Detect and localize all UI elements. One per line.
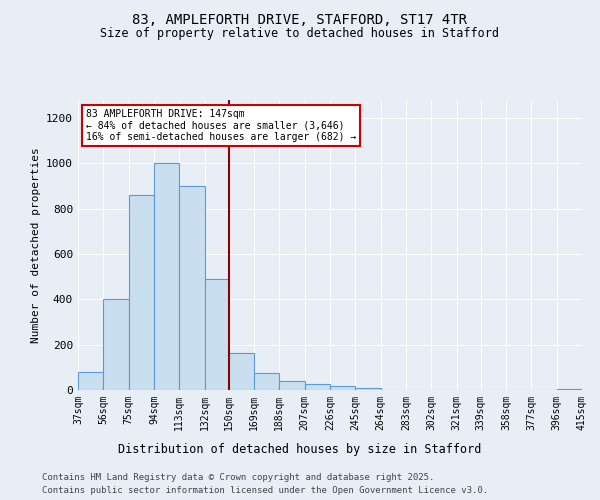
Bar [280,382,305,390]
Text: 83, AMPLEFORTH DRIVE, STAFFORD, ST17 4TR: 83, AMPLEFORTH DRIVE, STAFFORD, ST17 4TR [133,12,467,26]
Bar [205,279,229,390]
Bar [78,372,103,390]
Bar [229,352,254,390]
Bar [305,384,330,390]
Bar [103,300,128,390]
Bar [179,186,205,390]
Text: Contains public sector information licensed under the Open Government Licence v3: Contains public sector information licen… [42,486,488,495]
Bar [355,388,380,390]
Bar [154,164,179,390]
Bar [330,386,355,390]
Y-axis label: Number of detached properties: Number of detached properties [31,147,41,343]
Text: Size of property relative to detached houses in Stafford: Size of property relative to detached ho… [101,28,499,40]
Text: 83 AMPLEFORTH DRIVE: 147sqm
← 84% of detached houses are smaller (3,646)
16% of : 83 AMPLEFORTH DRIVE: 147sqm ← 84% of det… [86,108,356,142]
Bar [128,195,154,390]
Text: Contains HM Land Registry data © Crown copyright and database right 2025.: Contains HM Land Registry data © Crown c… [42,472,434,482]
Bar [254,373,280,390]
Text: Distribution of detached houses by size in Stafford: Distribution of detached houses by size … [118,442,482,456]
Bar [557,389,582,390]
